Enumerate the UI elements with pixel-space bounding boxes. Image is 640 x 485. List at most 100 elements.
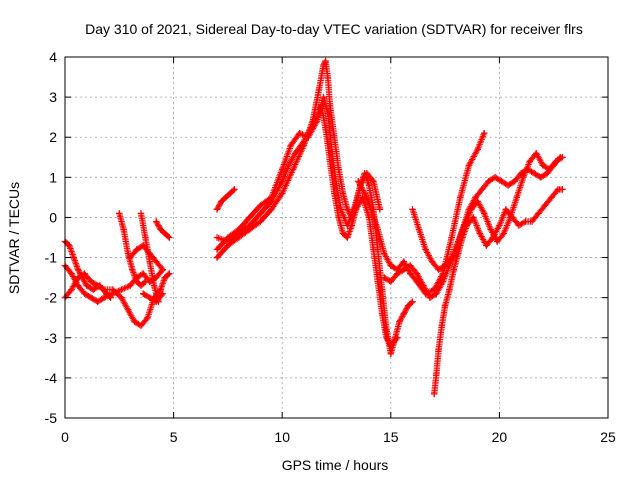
data-point [355, 178, 362, 185]
data-point [439, 278, 447, 285]
data-point [533, 150, 540, 157]
data-point [428, 258, 436, 265]
data-point [257, 210, 264, 217]
data-point [131, 318, 138, 325]
data-point [279, 166, 286, 173]
data-point [433, 290, 440, 297]
data-point [531, 170, 538, 177]
data-point [559, 186, 566, 193]
data-point [474, 146, 481, 153]
data-point [320, 93, 327, 101]
data-point [66, 242, 73, 249]
y-tick-label: -5 [45, 410, 58, 426]
data-point [161, 230, 169, 237]
data-point [463, 222, 470, 229]
axis-ticks: 0 5 10 15 20 25 -5 -4 -3 -2 -1 0 1 2 3 4 [45, 49, 616, 445]
data-point [489, 234, 497, 241]
data-point [333, 182, 340, 189]
data-point [157, 286, 164, 293]
x-tick-label: 0 [61, 429, 69, 445]
data-point [146, 258, 153, 265]
data-point [513, 194, 520, 201]
data-point [500, 230, 507, 237]
data-point [166, 234, 173, 241]
data-point [526, 158, 533, 165]
data-point [100, 294, 108, 301]
series-arc-f [137, 210, 162, 305]
data-point [548, 194, 555, 201]
data-point [383, 334, 390, 341]
data-point [159, 266, 166, 273]
data-point [222, 194, 229, 201]
data-point [213, 234, 221, 241]
data-point [166, 270, 173, 277]
data-point [109, 286, 116, 293]
data-point [370, 246, 377, 253]
y-tick-label: 2 [49, 129, 57, 145]
x-tick-label: 10 [274, 429, 290, 445]
data-point [68, 270, 75, 277]
data-point [400, 266, 407, 273]
data-point [320, 61, 327, 69]
data-point [387, 262, 394, 269]
data-point [546, 166, 553, 173]
data-point [433, 370, 440, 378]
data-point [378, 310, 386, 317]
data-point [74, 274, 82, 281]
data-point [400, 258, 407, 265]
data-point [268, 206, 275, 213]
data-point [279, 190, 286, 197]
data-point [257, 218, 264, 225]
data-point [335, 214, 342, 221]
data-point [159, 290, 166, 297]
data-point [153, 258, 160, 265]
data-point [144, 314, 151, 321]
data-point [218, 198, 225, 205]
series-arc-i [213, 186, 238, 213]
x-tick-label: 20 [492, 429, 508, 445]
data-point [157, 226, 164, 233]
data-point [422, 246, 429, 253]
data-point [426, 294, 434, 301]
data-point [124, 306, 132, 313]
data-point [361, 190, 368, 197]
data-point [485, 178, 492, 185]
y-tick-label: 0 [49, 209, 57, 225]
data-point [146, 294, 153, 301]
data-point [470, 214, 477, 221]
data-point [494, 238, 501, 245]
data-point [409, 206, 416, 213]
data-point [539, 162, 546, 169]
data-point [420, 282, 427, 289]
data-point [129, 266, 136, 273]
data-point [528, 218, 536, 225]
data-point [520, 174, 527, 181]
data-point [140, 242, 147, 249]
data-point [127, 282, 134, 289]
data-point [394, 270, 401, 277]
data-point [496, 222, 503, 229]
data-point [137, 322, 145, 329]
data-point [537, 174, 544, 181]
data-point [296, 130, 303, 137]
data-point [257, 202, 264, 209]
data-point [344, 206, 351, 213]
data-point [435, 346, 442, 353]
data-point [118, 286, 125, 293]
data-point [363, 170, 371, 177]
data-point [387, 350, 394, 357]
data-point [378, 286, 386, 293]
data-point [457, 194, 464, 201]
data-point [468, 206, 475, 213]
data-point [339, 230, 347, 237]
data-point [94, 282, 101, 289]
series-arc-l [213, 93, 384, 253]
data-point [405, 302, 412, 309]
data-point [124, 250, 132, 257]
data-point [81, 290, 88, 297]
data-points [61, 57, 566, 398]
data-point [313, 118, 321, 125]
data-point [544, 170, 551, 177]
data-point [474, 198, 481, 205]
data-point [435, 266, 442, 273]
